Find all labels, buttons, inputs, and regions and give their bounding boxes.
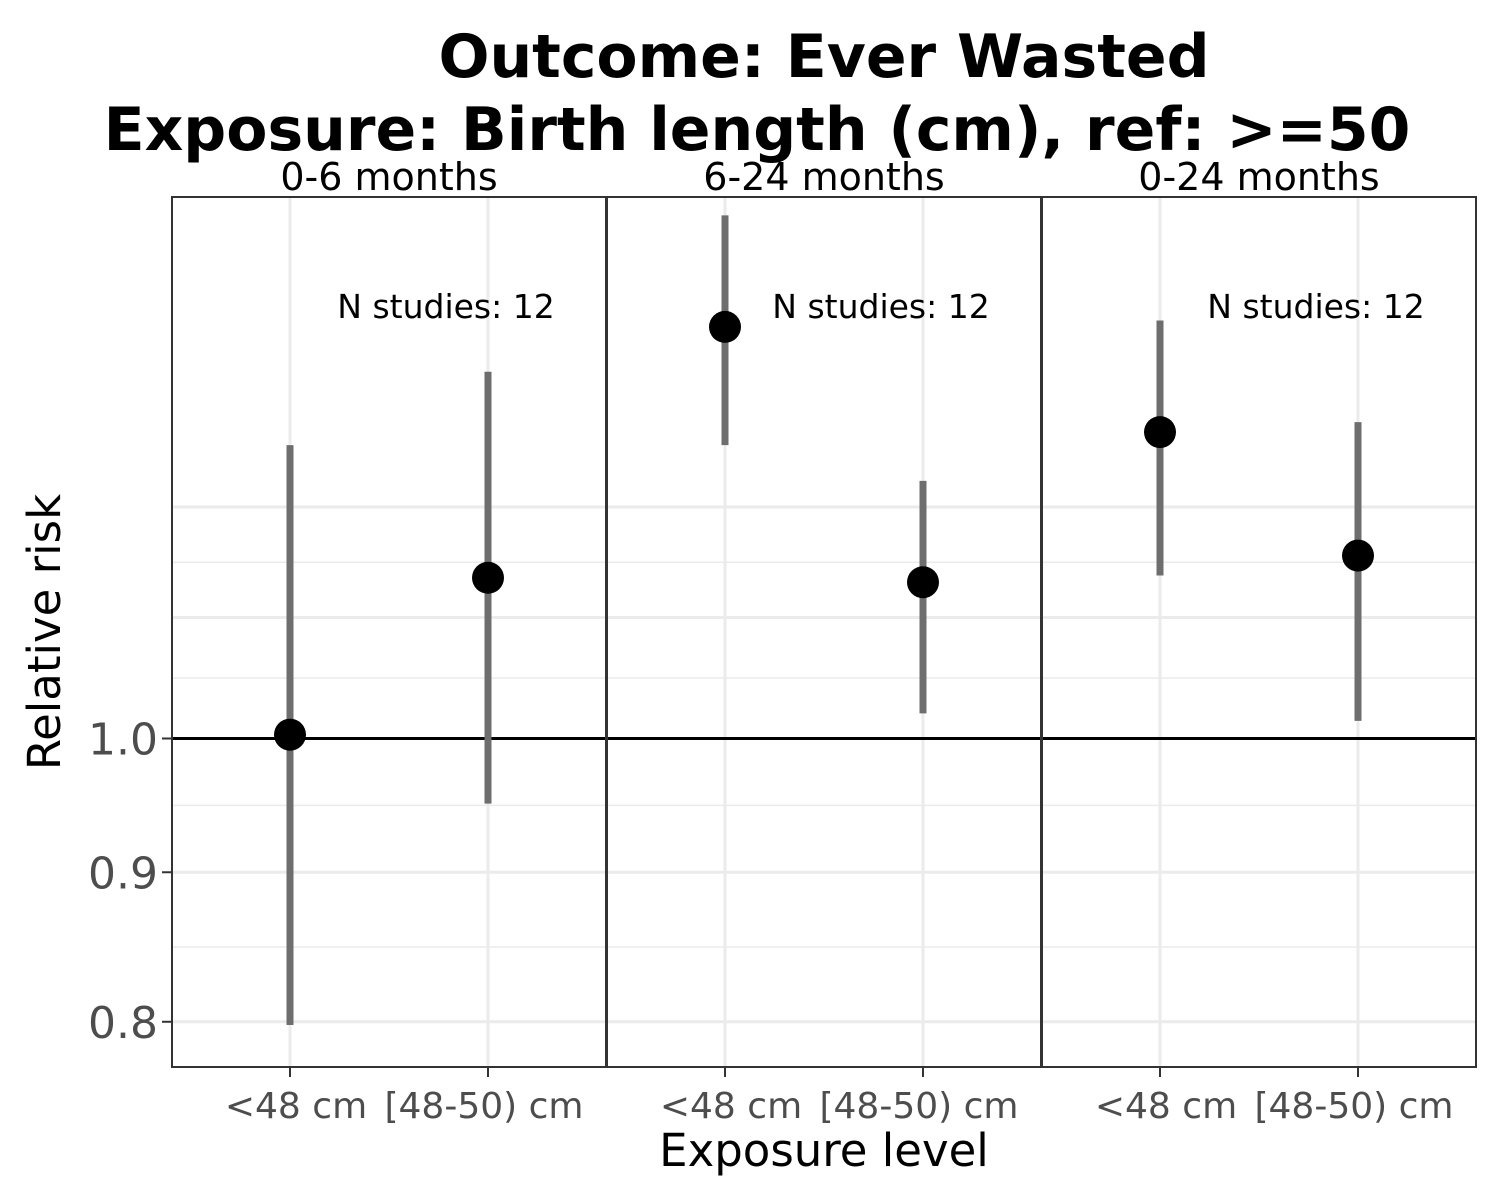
panel-strip-label: 6-24 months <box>703 155 944 199</box>
x-tick-label: [48-50) cm <box>819 1086 1018 1127</box>
point-estimate <box>1144 416 1176 449</box>
point-estimate <box>274 718 306 751</box>
y-tick-label: 1.0 <box>88 715 158 766</box>
y-tick-label: 0.8 <box>88 998 158 1049</box>
point-estimate <box>907 566 939 599</box>
panel-annotation: N studies: 12 <box>337 287 554 326</box>
x-tick-label: [48-50) cm <box>1254 1086 1453 1127</box>
panel-background <box>172 197 606 1067</box>
panel-background <box>1042 197 1476 1067</box>
y-tick-label: 0.9 <box>88 848 158 899</box>
panel-annotation: N studies: 12 <box>1207 287 1424 326</box>
panel-annotation: N studies: 12 <box>772 287 989 326</box>
panel-border <box>1041 196 1477 1068</box>
x-tick-label: [48-50) cm <box>384 1086 583 1127</box>
panels: N studies: 120-6 months<48 cm [48-50) cmN… <box>171 155 1477 1127</box>
point-estimate <box>1342 539 1374 572</box>
y-axis-title: Relative risk <box>18 494 71 770</box>
chart-title-line1: Outcome: Ever Wasted <box>438 22 1209 92</box>
panel-3: N studies: 12 0-24 months <48 cm [48-50) cm <box>1041 155 1477 1127</box>
x-tick-label: <48 cm <box>225 1086 367 1127</box>
panel-2: N studies: 12 6-24 months <48 cm [48-50) cm <box>606 155 1042 1127</box>
panel-1: N studies: 12 0-6 months <48 cm [48-50) cm <box>171 155 607 1127</box>
point-estimate <box>709 310 741 343</box>
y-axis: 0.8 0.9 1.0 <box>88 715 172 1049</box>
x-axis-title: Exposure level <box>659 1124 989 1177</box>
chart-title-line2: Exposure: Birth length (cm), ref: >=50 <box>104 95 1411 165</box>
point-estimate <box>472 561 504 594</box>
panel-background <box>607 197 1041 1067</box>
panel-strip-label: 0-24 months <box>1138 155 1379 199</box>
x-tick-label: <48 cm <box>660 1086 802 1127</box>
panel-strip-label: 0-6 months <box>280 155 497 199</box>
x-tick-label: <48 cm <box>1095 1086 1237 1127</box>
